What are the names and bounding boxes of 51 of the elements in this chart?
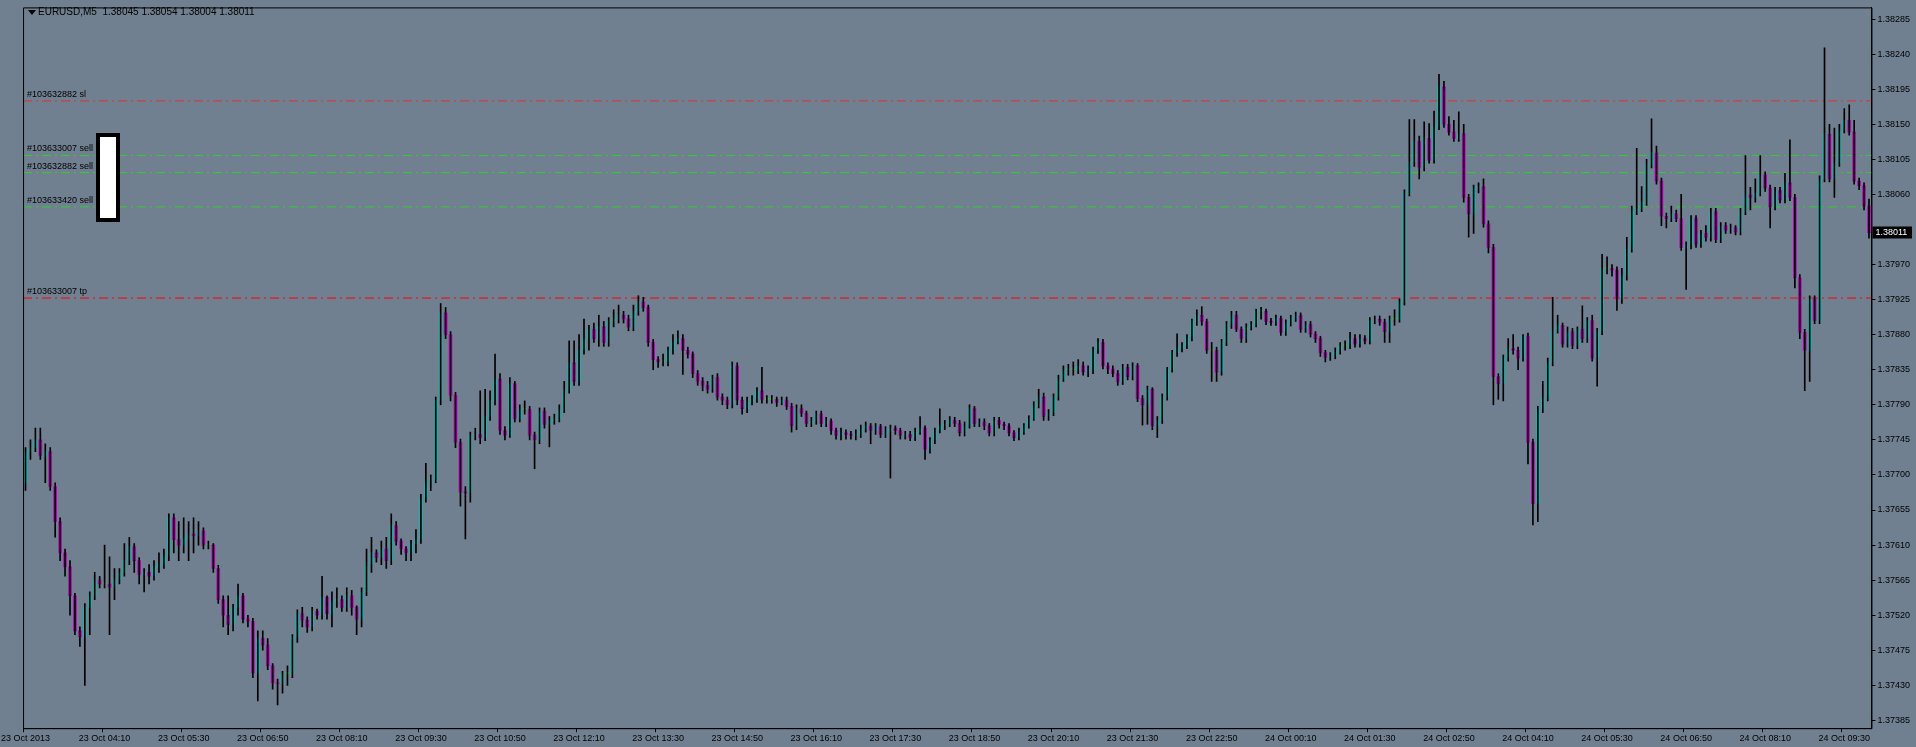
x-tick-label: 23 Oct 16:10 bbox=[790, 733, 843, 744]
x-tick-label: 23 Oct 10:50 bbox=[474, 733, 526, 744]
x-tick-label: 23 Oct 06:50 bbox=[236, 733, 289, 744]
y-tick-label: 1.37475 bbox=[1877, 644, 1911, 655]
x-tick-label: 23 Oct 17:30 bbox=[869, 733, 922, 744]
ref-line-label: #103633007 tp bbox=[27, 286, 88, 297]
y-tick-label: 1.38195 bbox=[1877, 83, 1911, 94]
x-tick-label: 23 Oct 18:50 bbox=[948, 733, 1001, 744]
y-tick-label: 1.37835 bbox=[1877, 364, 1911, 375]
x-tick-label: 23 Oct 05:30 bbox=[157, 733, 210, 744]
ref-line-label: #103632882 sell bbox=[27, 160, 94, 171]
y-tick-label: 1.37385 bbox=[1877, 714, 1911, 725]
y-tick-label: 1.37520 bbox=[1877, 609, 1911, 620]
y-tick-label: 1.38060 bbox=[1877, 188, 1911, 199]
ref-line-label: #103632882 sl bbox=[27, 88, 87, 99]
y-tick-label: 1.38285 bbox=[1877, 13, 1911, 24]
x-tick-label: 24 Oct 06:50 bbox=[1660, 733, 1712, 744]
annotation: 1.38011 bbox=[1875, 227, 1908, 238]
y-tick-label: 1.37925 bbox=[1877, 294, 1911, 305]
y-tick-label: 1.37880 bbox=[1877, 329, 1911, 340]
x-tick-label: 24 Oct 02:50 bbox=[1423, 733, 1475, 744]
x-tick-label: 24 Oct 08:10 bbox=[1739, 733, 1791, 744]
y-tick-label: 1.37790 bbox=[1877, 399, 1911, 410]
x-tick-label: 23 Oct 08:10 bbox=[316, 733, 368, 744]
x-tick-label: 24 Oct 00:10 bbox=[1264, 733, 1317, 744]
y-tick-label: 1.37700 bbox=[1877, 469, 1911, 480]
x-tick-label: 23 Oct 22:50 bbox=[1185, 733, 1238, 744]
x-tick-label: 24 Oct 04:10 bbox=[1502, 733, 1554, 744]
x-tick-label: 23 Oct 09:30 bbox=[395, 733, 447, 744]
x-tick-label: 23 Oct 20:10 bbox=[1027, 733, 1080, 744]
ref-line-label: #103633007 sell bbox=[27, 143, 94, 154]
y-tick-label: 1.37655 bbox=[1877, 504, 1911, 515]
x-tick-label: 24 Oct 01:30 bbox=[1344, 733, 1396, 744]
x-tick-label: 24 Oct 05:30 bbox=[1581, 733, 1633, 744]
y-tick-label: 1.37745 bbox=[1877, 434, 1911, 445]
chart-title: EURUSD,M5 1.38045 1.38054 1.38004 1.38011 bbox=[38, 6, 255, 17]
ref-line-label: #103633420 sell bbox=[27, 194, 94, 205]
y-tick-label: 1.38105 bbox=[1877, 153, 1911, 164]
x-tick-label: 24 Oct 09:30 bbox=[1818, 733, 1871, 744]
x-tick-label: 23 Oct 12:10 bbox=[553, 733, 605, 744]
y-tick-label: 1.37610 bbox=[1877, 539, 1911, 550]
x-tick-label: 23 Oct 2013 bbox=[1, 733, 51, 744]
x-tick-label: 23 Oct 04:10 bbox=[78, 733, 131, 744]
y-tick-label: 1.38150 bbox=[1877, 118, 1911, 129]
y-tick-label: 1.37565 bbox=[1877, 574, 1911, 585]
y-tick-label: 1.38240 bbox=[1877, 48, 1911, 59]
x-tick-label: 23 Oct 13:30 bbox=[632, 733, 684, 744]
x-tick-label: 23 Oct 21:30 bbox=[1106, 733, 1159, 744]
y-tick-label: 1.37430 bbox=[1877, 679, 1911, 690]
x-tick-label: 23 Oct 14:50 bbox=[711, 733, 763, 744]
y-tick-label: 1.37970 bbox=[1877, 259, 1911, 270]
